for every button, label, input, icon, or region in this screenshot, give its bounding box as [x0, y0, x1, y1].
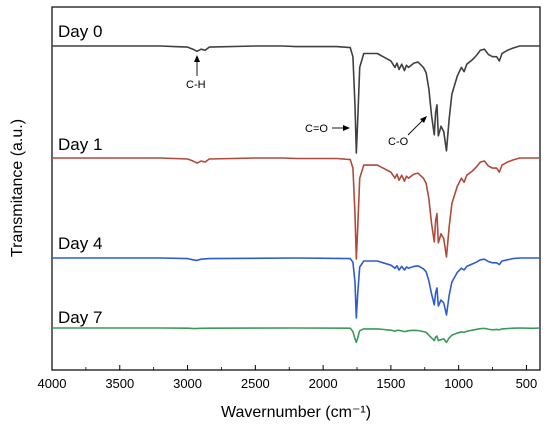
y-axis-title: Transmitance (a.u.) [9, 119, 26, 257]
x-tick-label-3000: 3000 [173, 376, 202, 391]
series-line-day-1 [52, 157, 540, 260]
x-tick-label-4000: 4000 [38, 376, 67, 391]
annotation-c-h-arrowhead [194, 55, 200, 62]
x-tick-label-500: 500 [516, 376, 538, 391]
annotation-c-h: C-H [186, 79, 206, 91]
series-group [52, 45, 541, 344]
annotation-c-o-double: C=O [305, 123, 328, 135]
series-line-day-7 [52, 327, 541, 344]
series-label-day-4: Day 4 [58, 234, 102, 253]
x-tick-label-1000: 1000 [444, 376, 473, 391]
series-line-day-4 [52, 257, 540, 319]
series-line-day-0 [52, 45, 540, 154]
plot-frame [51, 6, 541, 371]
series-label-day-1: Day 1 [58, 135, 102, 154]
series-label-day-0: Day 0 [58, 22, 102, 41]
annotation-c-o: C-O [388, 136, 409, 148]
series-label-day-7: Day 7 [58, 308, 102, 327]
x-tick-label-2500: 2500 [241, 376, 270, 391]
day-labels: Day 0 Day 1 Day 4 Day 7 [58, 22, 102, 327]
annotations: C-H C=O C-O [186, 55, 427, 148]
annotation-c-o-arrow [407, 118, 425, 136]
annotation-c-o-double-arrowhead [343, 125, 350, 131]
x-tick-label-2000: 2000 [309, 376, 338, 391]
x-tick-label-3500: 3500 [105, 376, 134, 391]
x-axis-title: Wavernumber (cm⁻¹) [221, 404, 371, 421]
x-axis: 4000 3500 3000 2500 2000 1500 1000 500 [38, 365, 538, 391]
annotation-c-o-arrowhead [420, 116, 427, 123]
x-tick-label-1500: 1500 [376, 376, 405, 391]
